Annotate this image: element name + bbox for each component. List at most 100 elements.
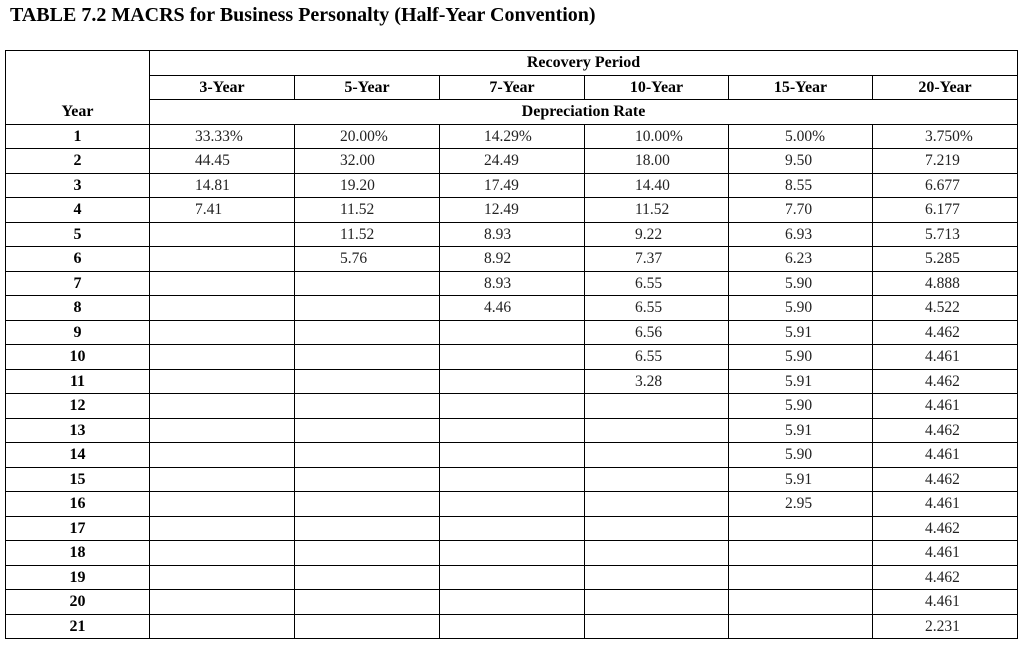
year-cell: 13 [5, 417, 150, 443]
rate-cell [439, 540, 585, 566]
macrs-table: Recovery Period 3-Year 5-Year 7-Year 10-… [5, 50, 1018, 639]
rate-cell [294, 393, 440, 419]
table-row: 12 5.90 4.461 [5, 393, 1018, 419]
year-cell: 14 [5, 442, 150, 468]
rate-cell [294, 515, 440, 541]
year-cell: 12 [5, 393, 150, 419]
rate-cell [149, 442, 295, 468]
rate-cell: 14.40 [584, 172, 729, 198]
rate-cell: 7.219 [872, 148, 1018, 174]
table-row: 6 5.76 8.92 7.37 6.23 5.285 [5, 246, 1018, 272]
period-header-20-year: 20-Year [872, 74, 1018, 100]
rate-cell [728, 540, 873, 566]
rate-cell [294, 417, 440, 443]
rate-cell [294, 491, 440, 517]
rate-cell: 11.52 [294, 197, 440, 223]
rate-cell [584, 540, 729, 566]
rate-cell [584, 491, 729, 517]
year-cell: 7 [5, 270, 150, 296]
table-row: 21 2.231 [5, 613, 1018, 639]
rate-cell [149, 515, 295, 541]
rate-cell: 8.93 [439, 221, 585, 247]
table-body: 1 33.33% 20.00% 14.29% 10.00% 5.00% 3.750% 2 44.… [5, 123, 1018, 639]
rate-cell: 4.462 [872, 515, 1018, 541]
year-cell: 15 [5, 466, 150, 492]
rate-cell: 5.90 [728, 344, 873, 370]
rate-cell: 5.91 [728, 319, 873, 345]
rate-cell: 6.177 [872, 197, 1018, 223]
year-header-spacer [5, 75, 150, 100]
rate-cell: 5.90 [728, 393, 873, 419]
rate-cell: 6.55 [584, 295, 729, 321]
year-cell: 8 [5, 295, 150, 321]
rate-cell: 4.462 [872, 417, 1018, 443]
rate-cell: 6.56 [584, 319, 729, 345]
rate-cell [149, 589, 295, 615]
rate-cell: 14.29% [439, 123, 585, 149]
rate-cell: 2.95 [728, 491, 873, 517]
rate-cell [439, 515, 585, 541]
rate-cell [294, 344, 440, 370]
rate-cell: 4.461 [872, 540, 1018, 566]
rate-cell: 7.41 [149, 197, 295, 223]
rate-cell [584, 442, 729, 468]
year-cell: 11 [5, 368, 150, 394]
table-title: TABLE 7.2 MACRS for Business Personalty … [10, 4, 596, 26]
rate-cell [149, 393, 295, 419]
rate-cell [294, 270, 440, 296]
table-row: 3 14.81 19.20 17.49 14.40 8.55 6.677 [5, 172, 1018, 198]
period-header-10-year: 10-Year [584, 74, 729, 100]
rate-cell: 5.285 [872, 246, 1018, 272]
rate-cell [584, 589, 729, 615]
rate-cell: 4.461 [872, 393, 1018, 419]
rate-cell [439, 319, 585, 345]
rate-cell: 4.461 [872, 491, 1018, 517]
recovery-period-header: Recovery Period [149, 50, 1018, 76]
year-cell: 19 [5, 564, 150, 590]
rate-cell: 5.00% [728, 123, 873, 149]
rate-cell: 12.49 [439, 197, 585, 223]
rate-cell [149, 246, 295, 272]
rate-cell [584, 613, 729, 639]
rate-cell: 5.90 [728, 295, 873, 321]
table-row: 8 4.46 6.55 5.90 4.522 [5, 295, 1018, 321]
table-row: 11 3.28 5.91 4.462 [5, 368, 1018, 394]
rate-cell: 8.55 [728, 172, 873, 198]
table-row: 15 5.91 4.462 [5, 466, 1018, 492]
rate-cell [149, 344, 295, 370]
rate-cell: 8.93 [439, 270, 585, 296]
rate-cell: 18.00 [584, 148, 729, 174]
rate-cell [439, 466, 585, 492]
rate-cell [294, 466, 440, 492]
rate-cell: 4.888 [872, 270, 1018, 296]
table-row: 9 6.56 5.91 4.462 [5, 319, 1018, 345]
year-cell: 2 [5, 148, 150, 174]
rate-cell [149, 613, 295, 639]
period-header-7-year: 7-Year [439, 74, 585, 100]
table-row: 17 4.462 [5, 515, 1018, 541]
rate-cell [584, 417, 729, 443]
rate-cell [294, 368, 440, 394]
rate-cell: 4.522 [872, 295, 1018, 321]
year-cell: 5 [5, 221, 150, 247]
rate-cell: 6.93 [728, 221, 873, 247]
rate-cell: 10.00% [584, 123, 729, 149]
year-cell: 4 [5, 197, 150, 223]
table-row: 5 11.52 8.93 9.22 6.93 5.713 [5, 221, 1018, 247]
empty-header-cell [5, 50, 150, 75]
rate-cell: 4.462 [872, 466, 1018, 492]
rate-cell: 33.33% [149, 123, 295, 149]
rate-cell [149, 368, 295, 394]
rate-cell [728, 589, 873, 615]
rate-cell: 17.49 [439, 172, 585, 198]
rate-cell: 4.462 [872, 368, 1018, 394]
rate-cell: 11.52 [584, 197, 729, 223]
rate-cell: 9.50 [728, 148, 873, 174]
rate-cell: 9.22 [584, 221, 729, 247]
depreciation-rate-header: Depreciation Rate [149, 99, 1018, 125]
rate-cell: 6.677 [872, 172, 1018, 198]
rate-cell: 32.00 [294, 148, 440, 174]
table-row: 10 6.55 5.90 4.461 [5, 344, 1018, 370]
rate-cell: 4.46 [439, 295, 585, 321]
rate-cell [439, 417, 585, 443]
